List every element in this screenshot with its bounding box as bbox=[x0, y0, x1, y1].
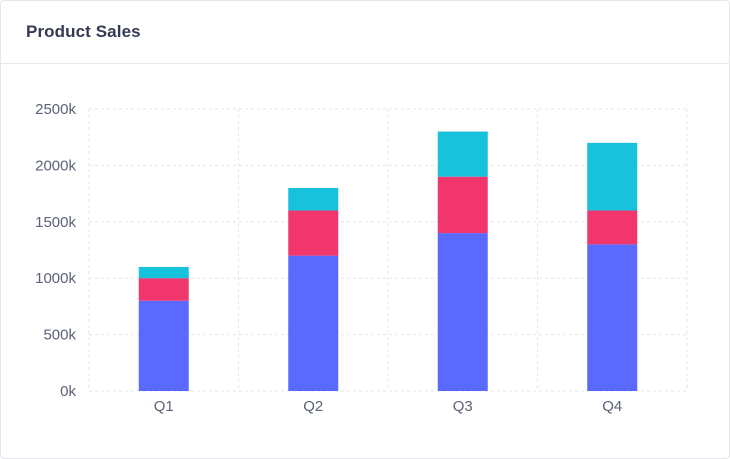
y-tick-label: 0k bbox=[60, 383, 76, 400]
x-tick-label: Q2 bbox=[303, 398, 323, 415]
card-title: Product Sales bbox=[26, 22, 141, 41]
bar-segment bbox=[437, 176, 488, 234]
bar-segment bbox=[138, 266, 189, 279]
bar-segment bbox=[587, 210, 638, 245]
x-tick-label: Q3 bbox=[453, 398, 473, 415]
y-tick-label: 1500k bbox=[35, 214, 76, 231]
bar-segment bbox=[587, 142, 638, 211]
bar-segment bbox=[437, 131, 488, 177]
x-tick-label: Q4 bbox=[602, 398, 622, 415]
x-tick-label: Q1 bbox=[154, 398, 174, 415]
bar-segment bbox=[138, 278, 189, 301]
bar-segment bbox=[288, 210, 339, 256]
y-tick-label: 500k bbox=[43, 327, 76, 344]
y-tick-label: 2500k bbox=[35, 101, 76, 118]
bar-segment bbox=[587, 244, 638, 391]
card-header: Product Sales bbox=[1, 1, 729, 64]
product-sales-chart: 0k 500k 1000k 1500k 2000k 2500k Q1 Q2 Q3 Q4 bbox=[35, 101, 688, 415]
bar-segment bbox=[288, 255, 339, 391]
bar-segment bbox=[437, 233, 488, 391]
y-tick-label: 2000k bbox=[35, 157, 76, 174]
y-tick-label: 1000k bbox=[35, 270, 76, 287]
bar-segment bbox=[288, 187, 339, 211]
bar-segment bbox=[138, 300, 189, 391]
